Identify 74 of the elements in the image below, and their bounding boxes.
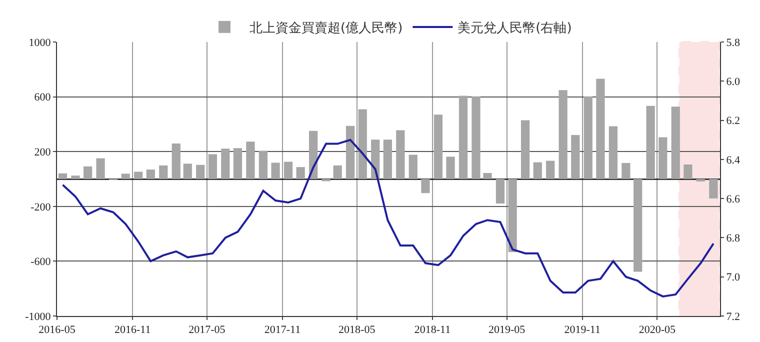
x-tick-label: 2019-05 xyxy=(488,324,526,336)
legend-label: 美元兌人民幣(右軸) xyxy=(458,20,572,36)
x-tick-label: 2016-05 xyxy=(38,324,76,336)
x-tick-label: 2016-11 xyxy=(114,324,151,336)
bar xyxy=(483,172,492,179)
bar xyxy=(84,166,92,179)
y-tick-label: -600 xyxy=(30,256,52,268)
bar xyxy=(458,96,468,179)
bar xyxy=(296,167,305,179)
bar xyxy=(96,158,105,179)
bar xyxy=(346,126,355,179)
x-tick-label: 2017-05 xyxy=(188,324,226,336)
bar xyxy=(159,165,168,179)
y2-tick-label: 5.8 xyxy=(726,36,740,49)
bar xyxy=(396,130,405,179)
y2-tick-label: 6.2 xyxy=(726,115,740,128)
bar xyxy=(408,154,418,179)
y2-tick-label: 6.0 xyxy=(726,76,740,88)
y2-tick-label: 7.2 xyxy=(726,310,740,323)
bar xyxy=(421,179,430,194)
y2-tick-label: 6.4 xyxy=(726,154,740,166)
y-tick-label: -200 xyxy=(30,201,52,214)
x-tick-label: 2018-11 xyxy=(414,324,451,336)
bar xyxy=(658,137,668,179)
bar xyxy=(472,96,480,179)
bar xyxy=(571,135,580,179)
bar xyxy=(508,179,517,252)
y2-tick-label: 6.6 xyxy=(726,193,740,206)
bar xyxy=(233,148,242,179)
bar xyxy=(496,179,505,204)
bar xyxy=(121,174,130,179)
legend-label: 北上資金買賣超(億人民幣) xyxy=(250,21,403,36)
x-tick-label: 2018-05 xyxy=(338,324,376,336)
bar xyxy=(546,160,555,179)
bar xyxy=(622,162,630,179)
x-tick-label: 2020-05 xyxy=(638,324,676,336)
bar xyxy=(196,164,205,179)
y-tick-label: 200 xyxy=(34,146,52,158)
bar xyxy=(172,144,180,179)
bar xyxy=(221,148,230,179)
bar xyxy=(271,162,280,179)
bar xyxy=(608,126,618,179)
bar xyxy=(134,172,143,179)
bar xyxy=(383,140,392,179)
bar xyxy=(183,164,192,179)
bar xyxy=(434,114,443,179)
bar xyxy=(634,179,642,272)
line-series xyxy=(62,138,714,298)
bar xyxy=(58,173,68,179)
bar xyxy=(71,176,80,179)
bar xyxy=(358,109,367,179)
bar xyxy=(596,78,605,179)
bar xyxy=(446,156,455,179)
y-tick-label: -1000 xyxy=(25,310,52,323)
y-tick-label: 600 xyxy=(34,92,52,104)
y2-tick-label: 6.8 xyxy=(726,232,740,245)
bar xyxy=(671,106,680,179)
bar xyxy=(584,96,592,179)
y-tick-label: 1000 xyxy=(28,36,52,49)
bar xyxy=(646,106,655,179)
x-tick-label: 2019-11 xyxy=(564,324,601,336)
bar xyxy=(146,170,155,179)
x-tick-label: 2017-11 xyxy=(264,324,301,336)
y2-tick-label: 7.0 xyxy=(726,272,740,284)
bar xyxy=(208,154,217,179)
bar xyxy=(284,162,293,179)
bar xyxy=(520,120,530,179)
bar xyxy=(533,162,542,179)
bar xyxy=(333,165,342,179)
bar xyxy=(258,150,268,179)
bar xyxy=(684,164,692,179)
bar xyxy=(246,142,255,179)
bar xyxy=(558,90,568,179)
bar xyxy=(709,179,718,198)
